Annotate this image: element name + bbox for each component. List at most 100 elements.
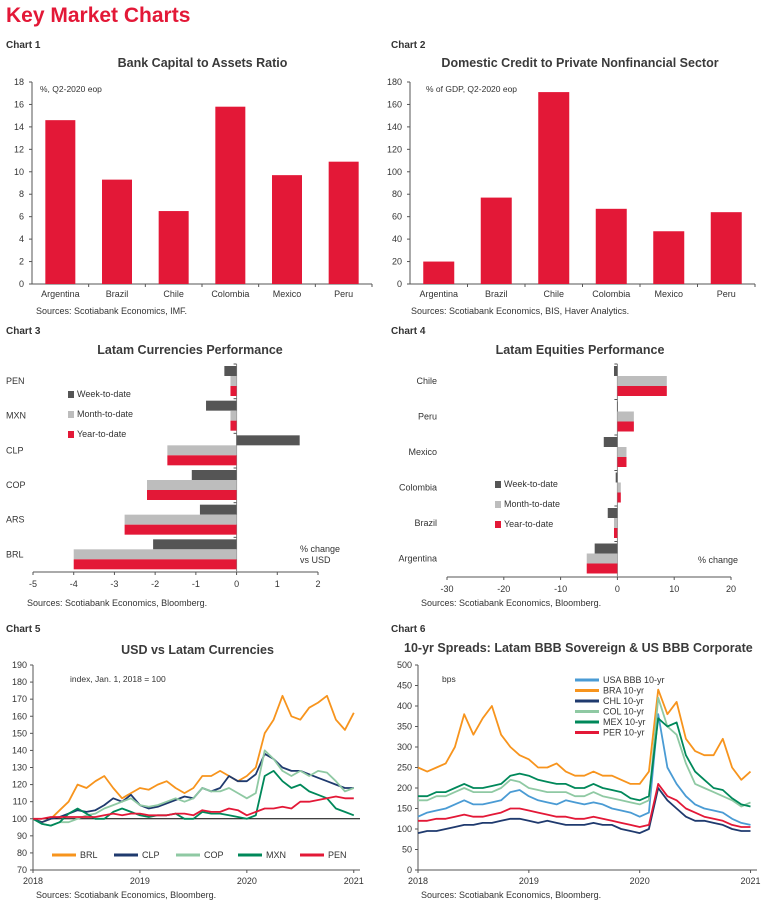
bar-cop-week-to-date	[191, 470, 237, 480]
bar-brl-week-to-date	[153, 539, 237, 550]
category-label: BRL	[6, 549, 24, 559]
y-tick-label: 18	[14, 77, 24, 87]
y-tick-label: 450	[397, 681, 412, 691]
x-tick-label: 0	[615, 584, 620, 594]
legend-swatch	[68, 391, 74, 398]
x-tick-label: 0	[234, 579, 239, 589]
bar-argentina-month-to-date	[586, 553, 618, 564]
y-tick-label: 160	[387, 99, 402, 109]
y-tick-label: 70	[17, 865, 27, 875]
bar-argentina-week-to-date	[594, 543, 618, 554]
chart-4-title: Latam Equities Performance	[495, 343, 665, 357]
legend-label: PEN	[328, 850, 347, 860]
legend-label: COP	[204, 850, 224, 860]
y-tick-label: 0	[407, 865, 412, 875]
chart-2-title: Domestic Credit to Private Nonfinancial …	[441, 56, 719, 70]
line-pen	[33, 795, 354, 820]
y-tick-label: 4	[19, 234, 24, 244]
category-label: Chile	[416, 376, 437, 386]
bar-pen-year-to-date	[230, 386, 237, 396]
bar-mexico-week-to-date	[603, 437, 618, 447]
chart-5-title: USD vs Latam Currencies	[121, 643, 274, 657]
chart-2-source: Sources: Scotiabank Economics, BIS, Have…	[411, 306, 630, 316]
bar-ars-month-to-date	[124, 514, 237, 525]
y-tick-label: 8	[19, 189, 24, 199]
category-label: Brazil	[485, 289, 508, 299]
bar-peru	[710, 212, 742, 284]
y-tick-label: 120	[387, 144, 402, 154]
y-tick-label: 150	[12, 728, 27, 738]
y-tick-label: 190	[12, 660, 27, 670]
chart-3-label: Chart 3	[6, 326, 41, 337]
x-tick-label: 2021	[344, 876, 364, 886]
legend-label: Month-to-date	[504, 499, 560, 509]
legend-label: Week-to-date	[77, 389, 131, 399]
category-label: Argentina	[41, 289, 80, 299]
bar-clp-week-to-date	[236, 435, 300, 446]
legend-swatch	[495, 501, 501, 508]
legend-label: BRA 10-yr	[603, 686, 644, 696]
bar-chile	[158, 211, 189, 284]
bar-colombia	[215, 106, 246, 284]
legend-swatch	[495, 521, 501, 528]
bar-chile	[538, 92, 570, 284]
y-tick-label: 180	[12, 677, 27, 687]
category-label: Mexico	[408, 447, 437, 457]
legend-swatch	[68, 431, 74, 438]
chart-1-source: Sources: Scotiabank Economics, IMF.	[36, 306, 188, 316]
y-tick-label: 0	[19, 279, 24, 289]
y-tick-label: 110	[13, 797, 27, 807]
y-tick-label: 400	[397, 701, 412, 711]
legend-label: BRL	[80, 850, 98, 860]
chart-2-label: Chart 2	[391, 40, 426, 51]
line-chl-10-yr	[417, 787, 751, 834]
legend-label: Week-to-date	[504, 479, 558, 489]
x-tick-label: -20	[497, 584, 510, 594]
line-brl	[32, 694, 355, 824]
y-tick-label: 120	[12, 780, 27, 790]
category-label: Peru	[717, 289, 736, 299]
bar-mxn-year-to-date	[230, 420, 237, 431]
x-tick-label: -4	[70, 579, 78, 589]
x-tick-label: -30	[440, 584, 453, 594]
chart-6-title: 10-yr Spreads: Latam BBB Sovereign & US …	[404, 641, 753, 655]
category-label: Brazil	[106, 289, 129, 299]
bar-brl-year-to-date	[73, 559, 237, 570]
bar-chile-week-to-date	[613, 366, 618, 376]
y-tick-label: 90	[17, 831, 27, 841]
y-tick-label: 140	[387, 122, 402, 132]
bar-colombia-week-to-date	[615, 472, 618, 483]
category-label: Brazil	[414, 518, 437, 528]
y-tick-label: 250	[397, 763, 412, 773]
y-tick-label: 180	[387, 77, 402, 87]
legend-label: CHL 10-yr	[603, 696, 644, 706]
y-tick-label: 50	[402, 845, 412, 855]
x-tick-label: -1	[192, 579, 200, 589]
x-tick-label: 2	[315, 579, 320, 589]
legend-label: Month-to-date	[77, 409, 133, 419]
bar-argentina	[423, 261, 455, 284]
bar-pen-month-to-date	[230, 376, 237, 386]
line-cop	[32, 749, 355, 827]
x-tick-label: -3	[110, 579, 118, 589]
units-annotation: % of GDP, Q2-2020 eop	[426, 84, 517, 94]
bar-peru-week-to-date	[617, 401, 618, 412]
y-tick-label: 6	[19, 212, 24, 222]
chart-6-source: Sources: Scotiabank Economics, Bloomberg…	[421, 890, 602, 900]
y-tick-label: 2	[19, 257, 24, 267]
y-tick-label: 12	[14, 144, 24, 154]
bar-chile-month-to-date	[617, 376, 667, 386]
x-tick-label: -2	[151, 579, 159, 589]
bar-mxn-week-to-date	[206, 400, 237, 411]
chart-1-title: Bank Capital to Assets Ratio	[117, 56, 288, 70]
y-tick-label: 40	[392, 234, 402, 244]
line-mex-10-yr	[418, 717, 751, 808]
bar-brazil-month-to-date	[613, 518, 618, 528]
y-tick-label: 160	[12, 711, 27, 721]
x-tick-label: 2020	[630, 876, 650, 886]
units-annotation: % change	[698, 555, 738, 565]
legend-label: PER 10-yr	[603, 728, 645, 738]
units-annotation: vs USD	[300, 555, 331, 565]
